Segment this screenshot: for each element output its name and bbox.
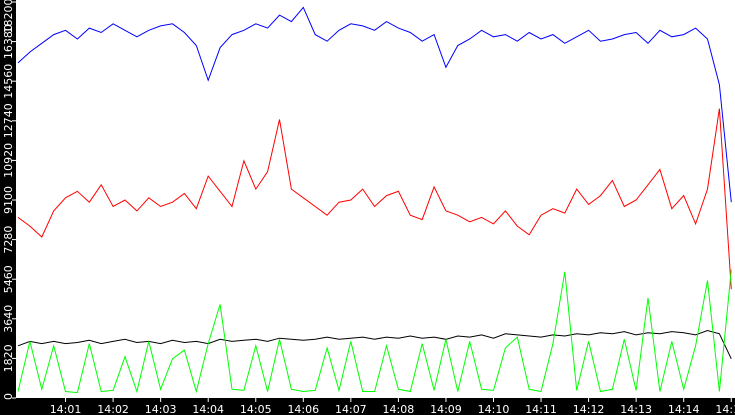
x-tick-label: 14:06 <box>287 403 319 415</box>
x-tick-label: 14:08 <box>383 403 415 415</box>
y-tick-label: 12740 <box>2 103 15 138</box>
x-tick-label: 14:05 <box>240 403 272 415</box>
x-tick-label: 14:11 <box>525 403 557 415</box>
x-tick-label: 14:13 <box>620 403 652 415</box>
y-tick-label: 9100 <box>2 186 15 214</box>
y-axis-band <box>0 0 16 415</box>
y-tick-label: 7280 <box>2 226 15 254</box>
x-tick-label: 14:10 <box>478 403 510 415</box>
y-tick-label: 10920 <box>2 143 15 178</box>
y-tick-label: 16380 <box>2 24 15 59</box>
y-tick-label: 1820 <box>2 344 15 372</box>
x-tick-label: 14:14 <box>668 403 700 415</box>
x-tick-label: 14:04 <box>192 403 224 415</box>
x-axis-band <box>0 398 735 415</box>
x-tick-label: 14:15 <box>715 403 735 415</box>
x-tick-label: 14:02 <box>97 403 129 415</box>
x-tick-label: 14:01 <box>50 403 82 415</box>
y-tick-label: 0 <box>2 393 15 400</box>
series-line-0 <box>17 6 732 203</box>
y-tick-label: 14560 <box>2 64 15 99</box>
x-tick-label: 14:07 <box>335 403 367 415</box>
series-line-3 <box>17 269 732 394</box>
x-tick-label: 14:03 <box>145 403 177 415</box>
x-tick-label: 14:12 <box>573 403 605 415</box>
series-line-2 <box>17 329 732 360</box>
series-line-1 <box>17 108 732 290</box>
y-tick-label: 3640 <box>2 305 15 333</box>
y-tick-label: 18200 <box>2 0 15 34</box>
x-tick-label: 14:09 <box>430 403 462 415</box>
y-tick-label: 5460 <box>2 265 15 293</box>
